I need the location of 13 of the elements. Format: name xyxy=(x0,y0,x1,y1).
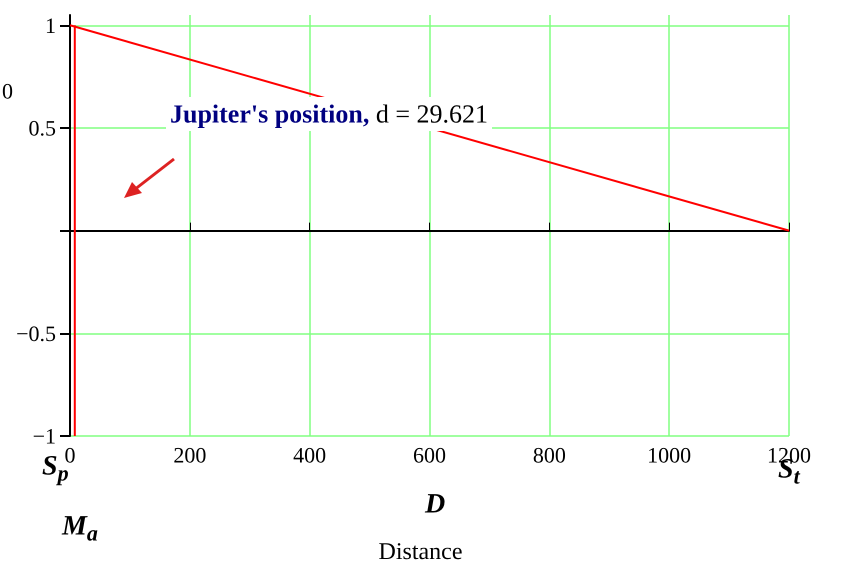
x-tick-label: 400 xyxy=(293,442,326,468)
x-tick-label: 200 xyxy=(173,442,206,468)
y-tick-label: −1 xyxy=(32,424,56,448)
text: D xyxy=(424,488,446,520)
y-tick-label: 0.5 xyxy=(28,115,56,140)
y-tick-label: −0.5 xyxy=(16,320,56,346)
x-tick-label: 1000 xyxy=(647,442,692,468)
x-tick-label: 600 xyxy=(413,442,446,468)
x-axis-title: Distance xyxy=(378,539,462,565)
x-tick-label: 800 xyxy=(532,442,566,468)
y-tick-label: 1 xyxy=(45,12,56,38)
annotation: Jupiter's position, d = 29.621 xyxy=(170,100,488,128)
y-axis-title: 0 xyxy=(2,78,13,104)
